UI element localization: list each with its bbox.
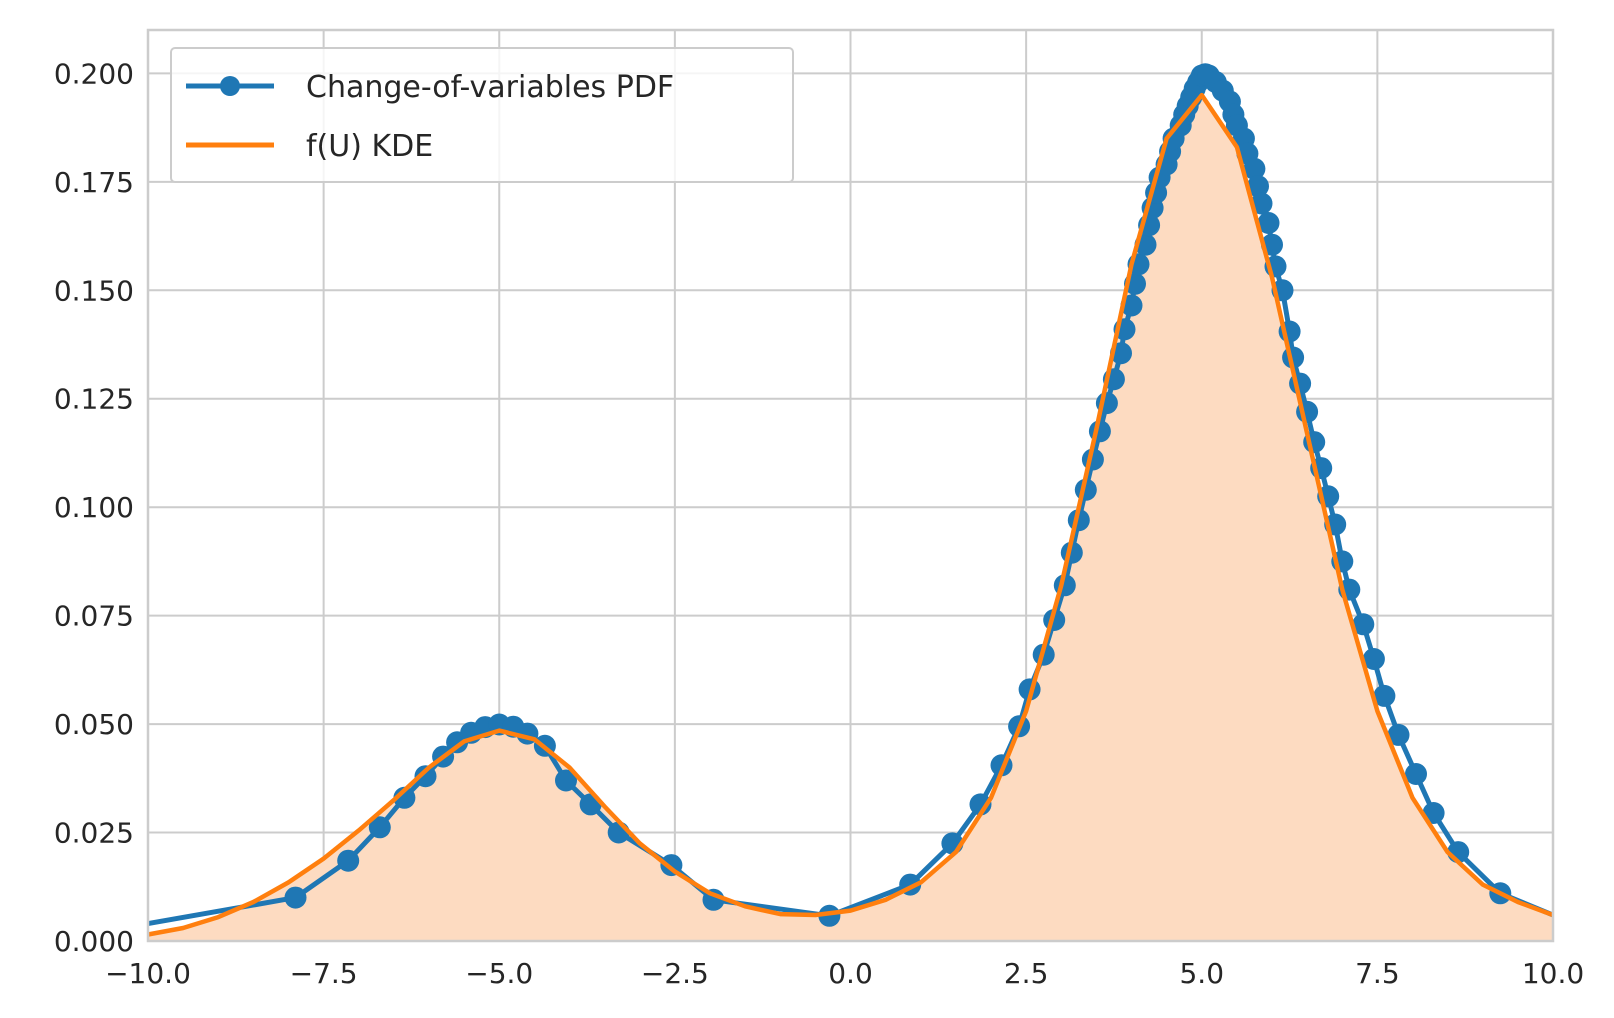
y-tick-label-4: 0.100 — [54, 491, 134, 524]
y-tick-label-3: 0.075 — [54, 600, 134, 633]
y-tick-label-0: 0.000 — [54, 925, 134, 958]
pdf-marker-1 — [284, 886, 307, 909]
y-tick-label-6: 0.150 — [54, 274, 134, 307]
pdf-marker-14 — [555, 769, 577, 792]
x-tick-label-0: −10.0 — [105, 957, 191, 990]
pdf-marker-82 — [1352, 613, 1375, 636]
x-tick-label-8: 10.0 — [1522, 957, 1584, 990]
x-tick-label-3: −2.5 — [641, 957, 709, 990]
pdf-marker-3 — [368, 816, 391, 839]
y-tick-labels: 0.000 0.025 0.050 0.075 0.100 0.125 0.150 0.175… — [54, 57, 134, 958]
plot-frame — [146, 28, 1555, 943]
x-tick-label-4: 0.0 — [828, 957, 873, 990]
y-tick-label-2: 0.050 — [54, 708, 134, 741]
pdf-marker-67 — [1250, 192, 1273, 215]
kde-fill-area — [148, 95, 1553, 942]
pdf-marker-65 — [1243, 157, 1266, 180]
pdf-marker-4 — [393, 786, 416, 809]
kde-series-line — [147, 92, 1554, 937]
legend-box — [170, 47, 794, 183]
y-tick-label-1: 0.025 — [54, 817, 134, 850]
pdf-marker-84 — [1373, 684, 1396, 707]
pdf-marker-85 — [1387, 723, 1410, 746]
legend-label-pdf: Change-of-variables PDF — [306, 70, 674, 105]
pdf-marker-68 — [1257, 212, 1280, 234]
pdf-markers — [147, 63, 1554, 937]
pdf-marker-5 — [414, 765, 437, 788]
x-tick-label-1: −7.5 — [290, 957, 358, 990]
pdf-marker-2 — [337, 849, 360, 872]
x-tick-label-6: 5.0 — [1179, 957, 1224, 990]
pdf-marker-86 — [1405, 763, 1427, 785]
x-tick-labels: −10.0 −7.5 −5.0 −2.5 0.0 2.5 5.0 7.5 10.0 — [105, 957, 1584, 990]
x-tick-label-5: 2.5 — [1004, 957, 1049, 990]
kde-fill-path — [148, 95, 1553, 942]
x-tick-label-2: −5.0 — [465, 957, 533, 990]
legend-label-kde: f(U) KDE — [306, 129, 433, 164]
y-tick-label-5: 0.125 — [54, 383, 134, 416]
y-tick-label-8: 0.200 — [54, 57, 134, 90]
pdf-marker-83 — [1362, 648, 1385, 670]
pdf-marker-66 — [1247, 175, 1269, 198]
x-tick-label-7: 7.5 — [1355, 957, 1400, 990]
legend: Change-of-variables PDF f(U) KDE — [170, 47, 794, 183]
legend-swatch-marker-pdf — [220, 76, 240, 96]
pdf-marker-22 — [969, 793, 992, 816]
y-tick-label-7: 0.175 — [54, 166, 134, 199]
